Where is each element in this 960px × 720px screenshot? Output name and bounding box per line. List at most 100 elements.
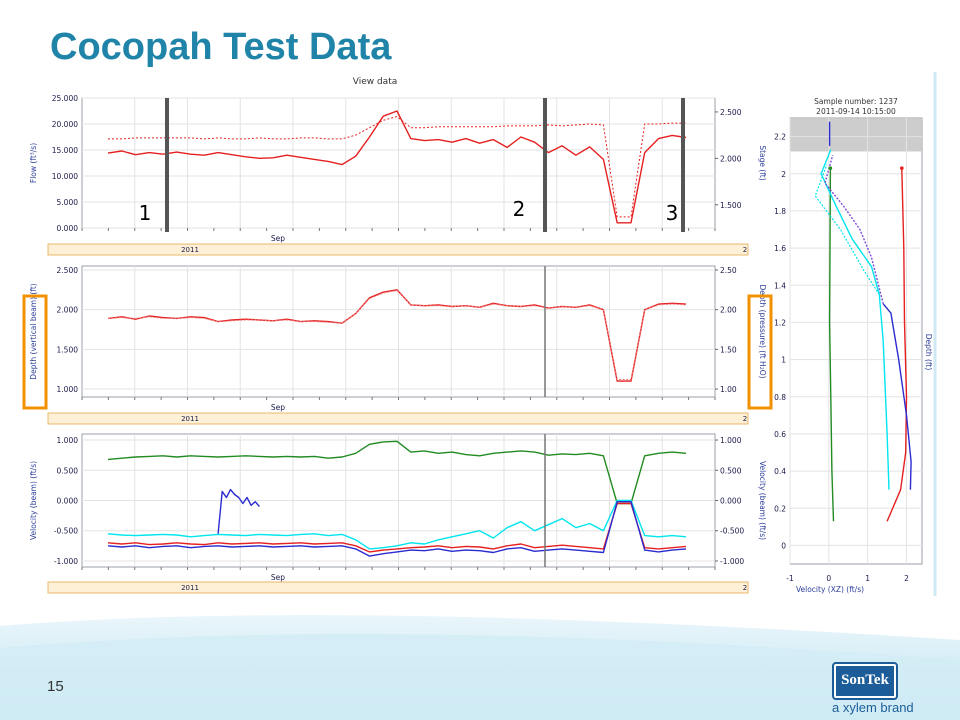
y-tick-label: 2.500 [57, 266, 79, 275]
y2-axis-label: Depth (pressure) (ft H₂O) [758, 284, 767, 378]
year-band [47, 412, 749, 425]
time-series-panel-1: 0.000 5.000 10.000 15.000 20.000 25.000 1.500 2… [29, 77, 767, 256]
year-label: 2011 [181, 584, 199, 592]
y-tick-label: 1.000 [57, 436, 79, 445]
y-tick-label: 0 [781, 541, 786, 550]
profile-title: Sample number: 1237 [814, 97, 898, 106]
x-tick-label: Sep [271, 403, 285, 412]
y2-tick-label: 2.00 [720, 306, 737, 315]
series-line-3 [107, 502, 687, 553]
slide-title: Cocopah Test Data [50, 26, 392, 68]
y2-tick-label: 2.500 [720, 108, 742, 117]
series-line-4 [107, 501, 687, 557]
y2-tick-label: 2.50 [720, 266, 737, 275]
highlight-box-right [747, 294, 773, 410]
y-tick-label: 1.000 [57, 385, 79, 394]
y-tick-label: 2 [781, 170, 786, 179]
time-series-panel-3: -1.000 -0.500 0.000 0.500 1.000 -1.000 -0.500 0… [29, 433, 767, 594]
velocity-profile-panel: -1 0 1 2 0 0.2 0.4 0.6 0.8 1 1.2 1.4 1.6 1.8 2 2.2 Sampl… [774, 97, 933, 594]
y-tick-label: 1.6 [774, 244, 786, 253]
y-tick-label: 0.000 [57, 497, 79, 506]
profile-end-marker [828, 166, 833, 170]
profile-series-1 [828, 168, 835, 522]
y-tick-label: 5.000 [57, 198, 79, 207]
series-line-5 [217, 488, 260, 534]
y2-tick-label: 0.500 [720, 466, 742, 475]
y-tick-label: 1.2 [774, 318, 786, 327]
y-tick-label: 0.500 [57, 466, 79, 475]
y-tick-label: 1 [781, 356, 786, 365]
y-tick-label: 0.6 [774, 430, 786, 439]
y-tick-label: 0.000 [57, 224, 79, 233]
y-tick-label: 0.2 [774, 504, 786, 513]
y-tick-label: 2.000 [57, 306, 79, 315]
surface-band [790, 118, 922, 152]
y2-tick-label: 1.000 [720, 436, 742, 445]
y-tick-label: 0.8 [774, 393, 786, 402]
sontek-logo: SonTek [832, 662, 898, 700]
y-axis-label: Velocity (beam) (ft/s) [29, 461, 38, 540]
marker-label-3: 3 [666, 201, 679, 225]
page-number: 15 [47, 678, 64, 695]
series-line-2 [107, 290, 687, 380]
series-line-1 [107, 110, 687, 224]
y-axis-label: Flow (ft³/s) [29, 143, 38, 183]
y-tick-label: 1.8 [774, 207, 786, 216]
y-tick-label: 25.000 [52, 94, 78, 103]
series-line-2 [107, 499, 687, 550]
y-tick-label: -1.000 [54, 557, 78, 566]
y-tick-label: 2.2 [774, 133, 786, 142]
y-tick-label: 10.000 [52, 172, 78, 181]
y2-tick-label: 2.000 [720, 154, 742, 163]
y2-tick-label: -0.500 [720, 527, 744, 536]
profile-series-2 [886, 168, 908, 522]
profile-series-5 [824, 155, 884, 304]
profile-x-label: Velocity (XZ) (ft/s) [796, 585, 864, 594]
x-tick-label: -1 [786, 574, 794, 583]
y-tick-label: -0.500 [54, 527, 78, 536]
x-tick-label: Sep [271, 573, 285, 582]
y-tick-label: 20.000 [52, 120, 78, 129]
footer-wave-highlight [0, 634, 960, 720]
profile-subtitle: 2011-09-14 10:15:00 [816, 107, 896, 116]
y-tick-label: 0.4 [774, 467, 786, 476]
x-tick-label: Sep [271, 234, 285, 243]
y2-axis-label: Stage (ft) [758, 145, 767, 180]
profile-y-label: Depth (ft) [924, 334, 933, 371]
y2-tick-label: 1.500 [720, 201, 742, 210]
logo-text: SonTek [841, 672, 889, 688]
year-band [47, 581, 749, 594]
series-line-2 [108, 116, 686, 218]
series-line-1 [107, 289, 687, 382]
x-tick-label: 2 [904, 574, 909, 583]
profile-series-cyan-dotted [814, 164, 880, 295]
y-tick-label: 15.000 [52, 146, 78, 155]
year-label: 2 [743, 246, 747, 254]
year-label: 2 [743, 415, 747, 423]
marker-label-1: 1 [139, 201, 152, 225]
profile-end-marker [900, 166, 904, 170]
y2-tick-label: -1.000 [720, 557, 744, 566]
y2-tick-label: 1.50 [720, 345, 737, 354]
year-label: 2011 [181, 246, 199, 254]
highlight-box-left [22, 294, 48, 410]
y-axis-label: Depth (vertical beam) (ft) [29, 283, 38, 379]
y2-tick-label: 0.000 [720, 497, 742, 506]
y2-tick-label: 1.00 [720, 385, 737, 394]
year-label: 2011 [181, 415, 199, 423]
y-tick-label: 1.4 [774, 281, 786, 290]
year-band [47, 243, 749, 256]
chart-title: View data [353, 77, 398, 87]
marker-label-2: 2 [513, 197, 526, 221]
y2-axis-label: Velocity (beam) (ft/s) [758, 461, 767, 540]
profile-series-4 [882, 303, 912, 490]
year-label: 2 [743, 584, 747, 592]
brand-tagline: a xylem brand [832, 700, 914, 715]
y-tick-label: 1.500 [57, 345, 79, 354]
series-line-1 [107, 440, 687, 505]
x-tick-label: 1 [865, 574, 870, 583]
x-tick-label: 0 [826, 574, 831, 583]
time-series-panel-2: 1.000 1.500 2.000 2.500 1.00 1.50 2.00 2.50 Dept… [29, 265, 767, 425]
